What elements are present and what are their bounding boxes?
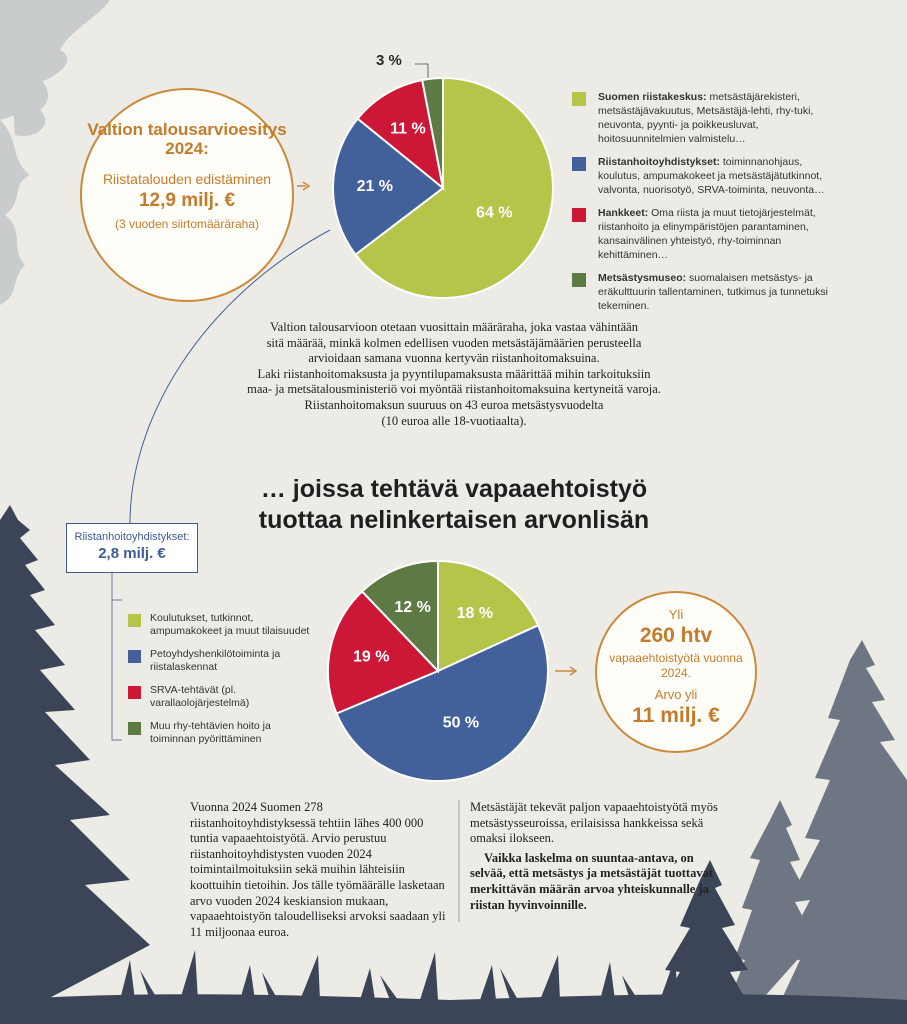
legend-item-text: Petoyhdyshenkilötoiminta ja riistalasken… <box>150 648 281 673</box>
foliage-top-left <box>0 0 110 305</box>
pie-slice <box>360 559 439 674</box>
legend-item-name: Suomen riistakeskus: <box>598 91 707 103</box>
grass <box>0 950 907 1024</box>
pie-slice <box>335 623 549 782</box>
legend-bracket <box>111 599 122 741</box>
pie-slice-label: 64 % <box>476 205 512 222</box>
explanation-line: maa- ja metsätalousministeriö voi myöntä… <box>247 382 661 397</box>
funding-pie-chart: 64 % 21 % 11 % <box>332 76 554 299</box>
connector-curve <box>129 229 331 524</box>
volunteer-prefix: Yli <box>668 607 684 622</box>
pie-slice-label: 11 % <box>390 121 426 138</box>
pie-slice-label: 19 % <box>353 648 389 665</box>
rhy-box: Riistanhoitoyhdistykset: 2,8 milj. € <box>66 523 198 573</box>
pie-slice <box>437 559 540 673</box>
pie1-label-3pct: 3 % <box>376 52 402 69</box>
volunteer-desc: vapaaehtoistyötä vuonna 2024. <box>609 651 743 680</box>
explanation-line: arvioidaan samana vuonna kertyvän riista… <box>308 351 600 366</box>
funding-legend: Suomen riistakeskus: metsästäjärekisteri… <box>572 90 842 322</box>
legend-item-name: Metsästysmuseo: <box>598 272 687 284</box>
volunteer-legend-item: Petoyhdyshenkilötoiminta ja riistalasken… <box>128 648 318 674</box>
legend-swatch <box>572 157 586 171</box>
headline-line2: tuottaa nelinkertaisen arvonlisän <box>258 506 650 534</box>
pine-tree-left <box>0 505 150 1024</box>
volunteer-value: 11 milj. € <box>632 704 720 727</box>
explanation-line: Valtion talousarvioon otetaan vuosittain… <box>270 320 638 334</box>
pie-slice <box>356 78 445 191</box>
volunteer-legend-item: Koulutukset, tutkinnot, ampumakokeet ja … <box>128 612 318 638</box>
pie-slice-label: 21 % <box>357 178 393 195</box>
legend-item-text: toiminnanohjaus, koulutus, ampumakokeet … <box>598 156 825 196</box>
rhy-label: Riistanhoitoyhdistykset: <box>74 531 190 543</box>
headline-line1: … joissa tehtävä vapaaehtoistyö <box>260 475 648 503</box>
volunteer-circle: Yli 260 htv vapaaehtoistyötä vuonna 2024… <box>595 591 757 753</box>
budget-circle: Valtion talousarvioesitys 2024: Riistata… <box>80 88 294 302</box>
leader-3pct <box>415 63 429 78</box>
budget-line1: Riistatalouden edistäminen <box>102 171 272 187</box>
legend-item-name: Riistanhoitoyhdistykset: <box>598 156 720 168</box>
budget-explanation: Valtion talousarvioon otetaan vuosittain… <box>200 320 708 429</box>
volunteer-value-prefix: Arvo yli <box>654 687 698 702</box>
arrow-budget-to-pie <box>297 181 311 191</box>
legend-swatch <box>128 722 141 735</box>
legend-swatch <box>572 208 586 222</box>
explanation-line: Laki riistanhoitomaksusta ja pyyntilupam… <box>257 366 651 381</box>
legend-swatch <box>572 273 586 287</box>
bottom-text-right: Metsästäjät tekevät paljon vapaaehtoisty… <box>470 800 720 913</box>
legend-swatch <box>128 686 141 699</box>
pie-slice-label: 18 % <box>457 605 493 622</box>
rhy-amount: 2,8 milj. € <box>98 545 166 562</box>
pie-slice <box>421 76 444 189</box>
explanation-line: (10 euroa alle 18-vuotiaalta). <box>381 413 527 428</box>
funding-legend-item: Suomen riistakeskus: metsästäjärekisteri… <box>572 90 842 146</box>
pie-slice <box>354 76 554 299</box>
legend-item-name: Hankkeet: <box>598 207 649 219</box>
explanation-line: Riistanhoitomaksun suuruus on 43 euroa m… <box>304 397 604 412</box>
legend-swatch <box>128 614 141 627</box>
legend-item-text: suomalaisen metsästys- ja eräkulttuurin … <box>598 272 828 312</box>
pie-slice <box>327 589 440 715</box>
pie-slice-label: 12 % <box>394 599 430 616</box>
budget-note: (3 vuoden siirtomääräraha) <box>114 217 260 231</box>
pie-slice-label: 50 % <box>443 715 479 732</box>
legend-item-text: Koulutukset, tutkinnot, ampumakokeet ja … <box>150 612 310 637</box>
pine-tree-right-dark <box>650 860 760 1024</box>
funding-legend-item: Riistanhoitoyhdistykset: toiminnanohjaus… <box>572 155 842 197</box>
arrow-pie-to-volunteer <box>555 666 578 676</box>
volunteer-legend-item: SRVA-tehtävät (pl. varallaolojärjestelmä… <box>128 684 318 710</box>
funding-legend-item: Metsästysmuseo: suomalaisen metsästys- j… <box>572 271 842 313</box>
volunteer-legend-item: Muu rhy-tehtävien hoito ja toiminnan pyö… <box>128 720 318 746</box>
pie-slice <box>332 117 445 257</box>
bottom-text-right-bold: Vaikka laskelma on suuntaa-antava, on se… <box>470 850 713 912</box>
budget-amount: 12,9 milj. € <box>138 190 236 211</box>
bottom-text-left: Vuonna 2024 Suomen 278 riistanhoitoyhdis… <box>190 800 446 939</box>
volunteer-legend: Koulutukset, tutkinnot, ampumakokeet ja … <box>128 612 318 756</box>
explanation-line: sitä määrää, minkä kolmen edellisen vuod… <box>266 335 642 350</box>
volunteer-htv: 260 htv <box>639 624 713 647</box>
legend-item-text: Muu rhy-tehtävien hoito ja toiminnan pyö… <box>150 720 271 745</box>
legend-item-text: metsästäjärekisteri, metsästäjävakuutus,… <box>598 91 814 145</box>
volunteer-pie-chart: 18 % 50 % 19 % 12 % <box>327 559 549 782</box>
budget-title: Valtion talousarvioesitys 2024: <box>87 120 287 158</box>
funding-legend-item: Hankkeet: Oma riista ja muut tietojärjes… <box>572 206 842 262</box>
legend-item-text: SRVA-tehtävät (pl. varallaolojärjestelmä… <box>150 684 250 709</box>
legend-swatch <box>572 92 586 106</box>
headline: … joissa tehtävä vapaaehtoistyö tuottaa … <box>200 474 708 536</box>
legend-item-text: Oma riista ja muut tietojärjestelmät, ri… <box>598 207 816 261</box>
legend-swatch <box>128 650 141 663</box>
bottom-text-right-body: Metsästäjät tekevät paljon vapaaehtoisty… <box>470 800 718 846</box>
